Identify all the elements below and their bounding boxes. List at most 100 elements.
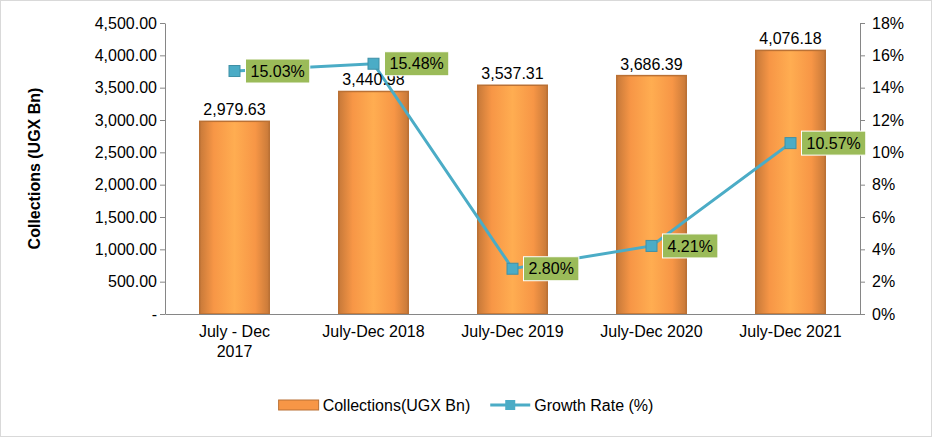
bar-data-label: 2,979.63 [203, 101, 265, 118]
y2-tick-mark [860, 185, 865, 186]
chart: - 500.00 1,000.00 1,500.00 2,000.00 2,500.00 3… [0, 0, 932, 437]
y2-tick-mark [860, 55, 865, 56]
y-tick-label: - [152, 306, 157, 323]
line-data-label: 15.48% [385, 52, 449, 76]
line-data-label-text: 15.03% [251, 63, 305, 80]
bar-data-label: 3,686.39 [620, 56, 682, 73]
plot-area [200, 50, 826, 314]
y2-tick-mark [860, 282, 865, 283]
y-tick-mark [160, 55, 165, 56]
line-data-label: 4.21% [663, 234, 718, 258]
y-tick-mark [160, 23, 165, 24]
y-tick-mark [160, 185, 165, 186]
x-tick-label: July-Dec 2019 [461, 323, 563, 340]
marker [507, 263, 518, 274]
y2-tick-label: 8% [872, 176, 895, 193]
y2-tick-label: 12% [872, 112, 904, 129]
y-axis-line [165, 24, 166, 315]
line-data-label-text: 2.80% [529, 260, 574, 277]
data-labels: 2,979.633,440.983,537.313,686.394,076.18… [203, 30, 865, 280]
line-data-label-text: 4.21% [668, 238, 713, 255]
y-tick-mark [160, 88, 165, 89]
legend-item: Collections(UGX Bn) [279, 397, 471, 414]
x-axis: July - Dec2017 July-Dec 2018 July-Dec 2019… [166, 315, 861, 360]
y2-tick-mark [860, 217, 865, 218]
y-tick-label: 1,500.00 [95, 209, 157, 226]
data-label-box [385, 52, 449, 76]
bar [339, 91, 409, 314]
data-label-box [524, 257, 579, 281]
y-tick-label: 2,500.00 [95, 144, 157, 161]
data-label-box [246, 59, 310, 83]
y-tick: 1,000.00 [95, 241, 165, 258]
y-axis: - 500.00 1,000.00 1,500.00 2,000.00 2,500.00 3… [95, 15, 166, 323]
y-tick-mark [160, 314, 165, 315]
x-tick: July-Dec 2020 [600, 323, 702, 340]
y2-axis-line [860, 24, 861, 315]
x-tick-label: July-Dec 2018 [322, 323, 424, 340]
y-tick-label: 4,000.00 [95, 47, 157, 64]
y-axis-title: Collections (UGX Bn) [26, 88, 43, 250]
line-data-label-text: 10.57% [807, 135, 861, 152]
y2-tick: 16% [860, 47, 904, 64]
y-tick: 4,000.00 [95, 47, 165, 64]
y2-tick: 14% [860, 79, 904, 96]
line-data-label: 10.57% [802, 131, 866, 155]
y2-tick-mark [860, 120, 865, 121]
data-label-box [663, 234, 718, 258]
y2-tick-mark [860, 314, 865, 315]
marker [785, 138, 796, 149]
y2-axis: 0% 2% 4% 6% 8% 10% 12% 14% 16% 18% [860, 15, 904, 323]
y2-tick: 4% [860, 241, 895, 258]
y-tick-mark [160, 249, 165, 250]
legend: Collections(UGX Bn) Growth Rate (%) [279, 397, 654, 414]
line-data-label: 15.03% [246, 59, 310, 83]
legend-item: Growth Rate (%) [490, 397, 653, 414]
x-axis-line [166, 314, 861, 315]
x-tick: July - Dec2017 [199, 323, 270, 359]
legend-swatch [279, 400, 319, 410]
y2-tick: 10% [860, 144, 904, 161]
y2-tick-label: 6% [872, 209, 895, 226]
y-tick-mark [160, 120, 165, 121]
y2-tick-label: 0% [872, 306, 895, 323]
y-tick-mark [160, 152, 165, 153]
y-tick: 1,500.00 [95, 209, 165, 226]
y2-tick-label: 4% [872, 241, 895, 258]
y-tick-label: 4,500.00 [95, 15, 157, 32]
bar-data-label: 4,076.18 [759, 30, 821, 47]
y-tick-label: 500.00 [108, 273, 157, 290]
line-data-label-text: 15.48% [390, 55, 444, 72]
y-tick-label: 1,000.00 [95, 241, 157, 258]
x-tick: July-Dec 2018 [322, 323, 424, 340]
y-tick: - [152, 306, 165, 323]
bar [756, 50, 826, 314]
y2-tick-mark [860, 23, 865, 24]
bar [200, 121, 270, 314]
marker [646, 240, 657, 251]
y2-tick: 18% [860, 15, 904, 32]
marker [368, 58, 379, 69]
y-tick-label: 2,000.00 [95, 176, 157, 193]
y-tick-label: 3,500.00 [95, 79, 157, 96]
y2-tick-label: 10% [872, 144, 904, 161]
y-tick: 4,500.00 [95, 15, 165, 32]
x-tick: July-Dec 2019 [461, 323, 563, 340]
data-label-box [802, 131, 866, 155]
line [235, 64, 791, 269]
legend-marker [505, 400, 515, 410]
y-tick: 3,000.00 [95, 112, 165, 129]
bar [617, 76, 687, 314]
y2-tick: 8% [860, 176, 895, 193]
y2-tick-mark [860, 249, 865, 250]
legend-label: Collections(UGX Bn) [323, 397, 471, 414]
y2-tick-label: 2% [872, 273, 895, 290]
y-tick: 500.00 [108, 273, 165, 290]
bar-data-label: 3,537.31 [481, 65, 543, 82]
chart-frame [1, 1, 932, 437]
x-tick-label: July - Dec2017 [199, 323, 270, 359]
y-tick: 2,500.00 [95, 144, 165, 161]
line-data-label: 2.80% [524, 257, 579, 281]
y2-tick-label: 18% [872, 15, 904, 32]
x-tick: July-Dec 2021 [739, 323, 841, 340]
